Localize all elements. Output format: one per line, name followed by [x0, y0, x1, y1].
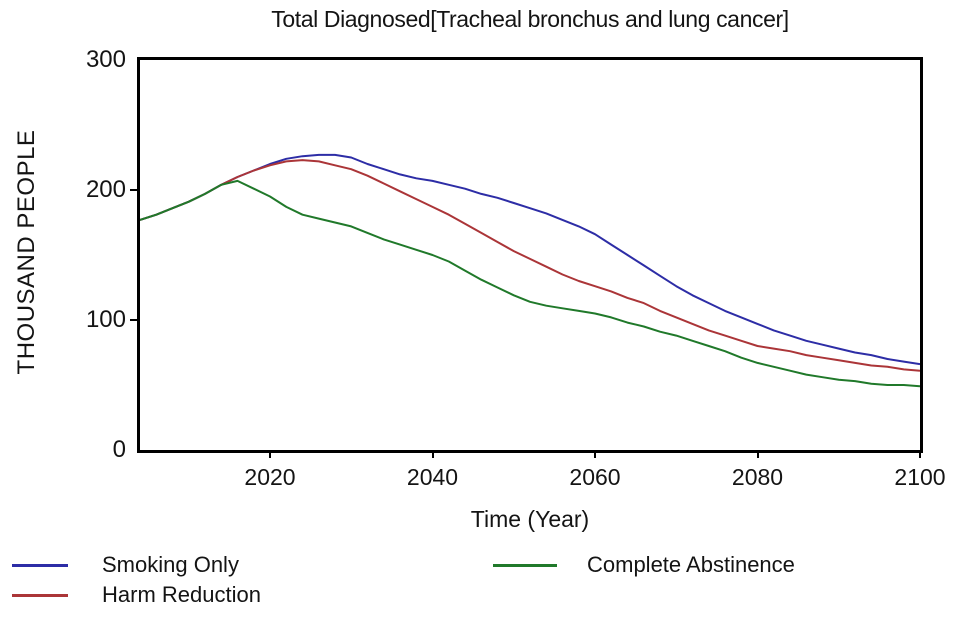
legend-item-complete-abstinence: Complete Abstinence: [493, 552, 795, 578]
x-tick-mark: [756, 453, 759, 458]
legend-label-complete-abstinence: Complete Abstinence: [587, 552, 795, 577]
y-axis-label: THOUSAND PEOPLE: [13, 129, 40, 375]
plot-lines-svg: [140, 153, 920, 388]
x-tick-label: 2020: [244, 464, 296, 490]
x-axis-label: Time (Year): [470, 506, 590, 532]
legend-item-smoking-only: Smoking Only: [12, 552, 239, 578]
x-tick-label: 2100: [894, 464, 946, 490]
legend-label-harm-reduction: Harm Reduction: [102, 582, 261, 607]
y-tick-mark: [130, 189, 137, 191]
y-tick-label: 300: [85, 46, 126, 73]
y-tick-label: 100: [85, 306, 126, 333]
x-tick-label: 2060: [569, 464, 621, 490]
x-tick-mark: [431, 453, 434, 458]
legend-item-harm-reduction: Harm Reduction: [12, 582, 261, 608]
legend-swatch-smoking-only: [12, 563, 68, 567]
x-tick-mark: [919, 453, 921, 458]
series-line-harm-reduction: [140, 159, 920, 372]
y-tick-mark: [130, 319, 137, 321]
chart-title: Total Diagnosed[Tracheal bronchus and lu…: [271, 6, 789, 32]
y-tick-label: 200: [85, 176, 126, 203]
series-line-smoking-only: [140, 153, 920, 366]
series-line-complete-abstinence: [140, 179, 920, 388]
x-tick-label: 2080: [731, 464, 784, 490]
legend-swatch-complete-abstinence: [493, 563, 557, 567]
x-tick-label: 2040: [406, 464, 459, 490]
x-tick-mark: [269, 453, 271, 458]
legend-swatch-harm-reduction: [12, 593, 68, 597]
plot-frame: [137, 57, 923, 453]
y-tick-label: 0: [112, 436, 126, 463]
legend-label-smoking-only: Smoking Only: [102, 552, 239, 577]
x-tick-mark: [594, 453, 596, 458]
